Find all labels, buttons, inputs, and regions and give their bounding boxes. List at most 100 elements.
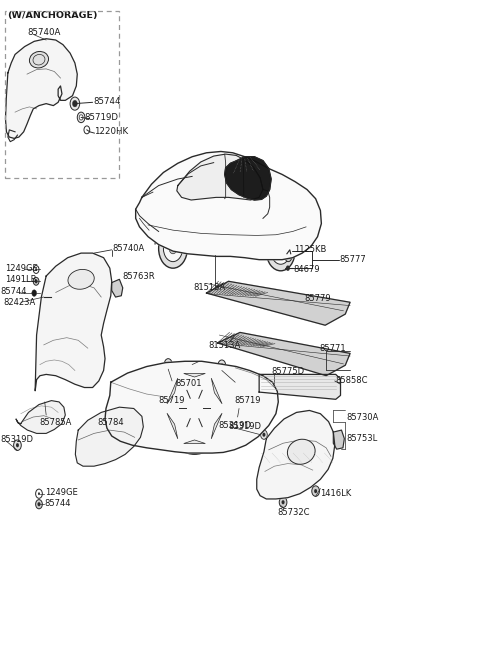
Text: 84679: 84679: [294, 265, 320, 274]
Polygon shape: [136, 152, 322, 260]
Text: 85744: 85744: [94, 97, 121, 106]
Polygon shape: [206, 281, 350, 325]
Text: 85319D: 85319D: [218, 421, 252, 430]
Circle shape: [203, 227, 210, 236]
Text: 85785A: 85785A: [39, 418, 72, 427]
Text: 81513A: 81513A: [193, 283, 225, 292]
Text: 85744: 85744: [45, 499, 71, 508]
Circle shape: [38, 492, 40, 495]
Circle shape: [218, 360, 226, 371]
Polygon shape: [225, 157, 271, 200]
Text: 85319D: 85319D: [0, 436, 34, 444]
Circle shape: [164, 359, 172, 369]
Polygon shape: [16, 401, 65, 434]
Text: 85784: 85784: [97, 418, 124, 427]
Text: 85740A: 85740A: [27, 28, 60, 37]
Circle shape: [37, 502, 40, 506]
Circle shape: [317, 380, 325, 392]
Polygon shape: [167, 413, 178, 439]
Circle shape: [72, 101, 77, 107]
Text: 85775D: 85775D: [272, 367, 305, 376]
Circle shape: [238, 338, 242, 343]
Text: 1249GE: 1249GE: [5, 263, 38, 273]
Polygon shape: [259, 374, 340, 399]
Circle shape: [158, 229, 187, 268]
Text: 85730A: 85730A: [346, 413, 379, 422]
Circle shape: [312, 486, 320, 496]
Text: 85719: 85719: [158, 396, 185, 405]
Circle shape: [279, 497, 287, 507]
Text: 1249GE: 1249GE: [45, 488, 77, 497]
Polygon shape: [112, 279, 123, 297]
Circle shape: [70, 97, 80, 110]
Polygon shape: [177, 154, 263, 200]
Text: 1416LK: 1416LK: [321, 489, 352, 498]
Circle shape: [35, 279, 37, 283]
Polygon shape: [75, 407, 144, 466]
Text: (W/ANCHORAGE): (W/ANCHORAGE): [7, 11, 97, 20]
Circle shape: [35, 268, 37, 271]
Text: 82423A: 82423A: [3, 298, 36, 307]
Circle shape: [261, 430, 267, 440]
Polygon shape: [211, 413, 222, 439]
Polygon shape: [217, 332, 350, 376]
Text: 85740A: 85740A: [112, 244, 144, 253]
Text: 85858C: 85858C: [336, 376, 368, 386]
Text: 81513A: 81513A: [208, 341, 240, 350]
Circle shape: [33, 277, 39, 285]
Circle shape: [77, 112, 85, 123]
Circle shape: [263, 433, 265, 437]
Text: 1220HK: 1220HK: [94, 127, 128, 136]
Ellipse shape: [288, 440, 315, 464]
Text: 85753L: 85753L: [346, 434, 377, 443]
Ellipse shape: [29, 51, 48, 68]
Text: 85777: 85777: [339, 255, 366, 264]
Text: 1125KB: 1125KB: [294, 244, 326, 254]
Circle shape: [167, 362, 169, 366]
Circle shape: [224, 283, 233, 296]
Polygon shape: [257, 411, 335, 499]
Circle shape: [272, 382, 276, 388]
Circle shape: [79, 115, 83, 120]
Polygon shape: [167, 378, 178, 404]
Text: 85719: 85719: [234, 396, 261, 405]
Circle shape: [282, 500, 285, 504]
Circle shape: [227, 286, 230, 292]
Circle shape: [45, 294, 50, 300]
Polygon shape: [333, 430, 344, 449]
Text: 85719D: 85719D: [84, 113, 119, 122]
Text: 85701: 85701: [175, 379, 202, 388]
Circle shape: [13, 440, 21, 451]
Circle shape: [16, 443, 19, 447]
Polygon shape: [211, 378, 222, 404]
Text: 85771: 85771: [320, 344, 346, 353]
Circle shape: [285, 252, 292, 261]
Circle shape: [36, 499, 42, 509]
Polygon shape: [35, 253, 112, 391]
Polygon shape: [5, 39, 77, 139]
Polygon shape: [184, 440, 205, 443]
Text: 85763R: 85763R: [123, 271, 156, 281]
Circle shape: [286, 265, 290, 271]
Circle shape: [277, 246, 285, 256]
Circle shape: [266, 231, 295, 271]
Text: 85744: 85744: [0, 287, 27, 296]
Circle shape: [271, 238, 290, 264]
Ellipse shape: [68, 269, 94, 289]
Circle shape: [269, 379, 278, 391]
Polygon shape: [184, 373, 205, 377]
Text: 85732C: 85732C: [277, 508, 310, 516]
Circle shape: [163, 235, 182, 261]
Polygon shape: [105, 361, 278, 453]
Text: 1491LB: 1491LB: [5, 275, 37, 284]
Circle shape: [161, 363, 228, 455]
Circle shape: [186, 397, 203, 420]
Circle shape: [32, 290, 36, 296]
Circle shape: [320, 384, 323, 389]
Circle shape: [235, 334, 245, 347]
Circle shape: [169, 243, 177, 254]
Text: 85319D: 85319D: [228, 422, 261, 432]
Circle shape: [220, 363, 223, 367]
Text: 85779: 85779: [304, 294, 331, 304]
Circle shape: [314, 489, 317, 493]
